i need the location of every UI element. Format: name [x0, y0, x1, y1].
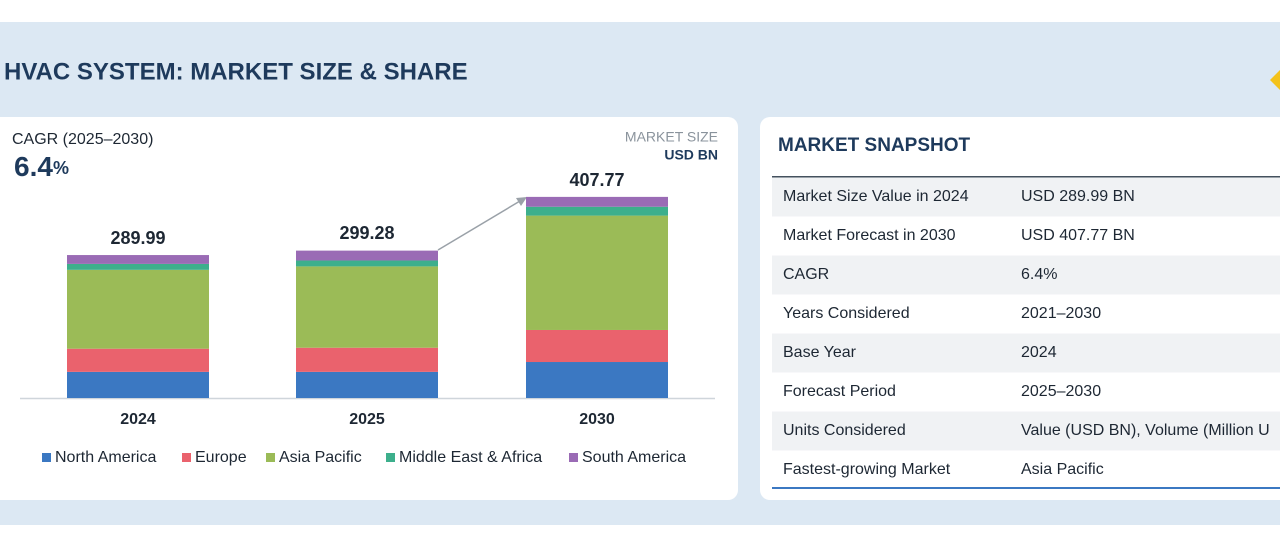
growth-arrow-head: [516, 197, 527, 206]
x-tick-label: 2024: [120, 411, 156, 428]
cagr-label: CAGR (2025–2030): [12, 131, 153, 148]
snapshot-title: MARKET SNAPSHOT: [778, 135, 971, 156]
total-label: 407.77: [569, 170, 624, 190]
growth-arrow: [437, 200, 521, 251]
legend-swatch: [569, 453, 578, 462]
cagr-number: 6.4: [14, 151, 53, 182]
row-label: Market Size Value in 2024: [783, 188, 969, 205]
bar-segment: [296, 347, 438, 372]
bar-segment: [67, 255, 209, 264]
legend-swatch: [42, 453, 51, 462]
cagr-unit: %: [53, 158, 69, 178]
row-label: Years Considered: [783, 305, 910, 322]
legend-swatch: [266, 453, 275, 462]
cagr-value: 6.4%: [14, 151, 69, 182]
row-value: USD 289.99 BN: [1021, 188, 1135, 205]
legend-label: South America: [582, 449, 686, 466]
legend-swatch: [182, 453, 191, 462]
bar-segment: [526, 215, 668, 330]
bar-segment: [67, 348, 209, 372]
x-tick-label: 2025: [349, 411, 385, 428]
bar-segment: [296, 371, 438, 398]
row-label: Forecast Period: [783, 383, 896, 400]
row-value: 2021–2030: [1021, 305, 1101, 322]
bar-segment: [67, 371, 209, 398]
market-size-unit: USD BN: [664, 147, 718, 163]
row-label: Units Considered: [783, 422, 906, 439]
total-label: 289.99: [110, 228, 165, 248]
snapshot-table: Market Size Value in 2024 USD 289.99 BN Ma…: [772, 176, 1280, 489]
bar-segment: [526, 206, 668, 216]
row-label: Fastest-growing Market: [783, 461, 951, 478]
row-value: Asia Pacific: [1021, 461, 1104, 478]
row-label: Base Year: [783, 344, 857, 361]
row-shade: [772, 177, 1280, 217]
legend-swatch: [386, 453, 395, 462]
row-value: 2024: [1021, 344, 1057, 361]
bar-segment: [526, 196, 668, 207]
row-shade: [772, 255, 1280, 295]
row-label: CAGR: [783, 266, 829, 283]
bar-segment: [296, 266, 438, 348]
row-label: Market Forecast in 2030: [783, 227, 956, 244]
bar-segment: [296, 260, 438, 267]
bar-segment: [67, 263, 209, 270]
total-label: 299.28: [339, 223, 394, 243]
legend-label: Europe: [195, 449, 247, 466]
bar-segment: [526, 329, 668, 363]
x-tick-label: 2030: [579, 411, 615, 428]
bar-segment: [67, 269, 209, 349]
legend-label: Asia Pacific: [279, 449, 362, 466]
page-title: HVAC SYSTEM: MARKET SIZE & SHARE: [4, 58, 468, 85]
row-value: USD 407.77 BN: [1021, 227, 1135, 244]
decoration: [1270, 70, 1280, 90]
row-value: Value (USD BN), Volume (Million U: [1021, 422, 1270, 439]
market-size-label: MARKET SIZE: [625, 129, 718, 145]
row-value: 2025–2030: [1021, 383, 1101, 400]
bar-segment: [296, 250, 438, 261]
bar-segment: [526, 362, 668, 398]
row-value: 6.4%: [1021, 266, 1057, 283]
row-shade: [772, 411, 1280, 451]
legend-label: North America: [55, 449, 156, 466]
legend-label: Middle East & Africa: [399, 449, 542, 466]
row-shade: [772, 333, 1280, 373]
